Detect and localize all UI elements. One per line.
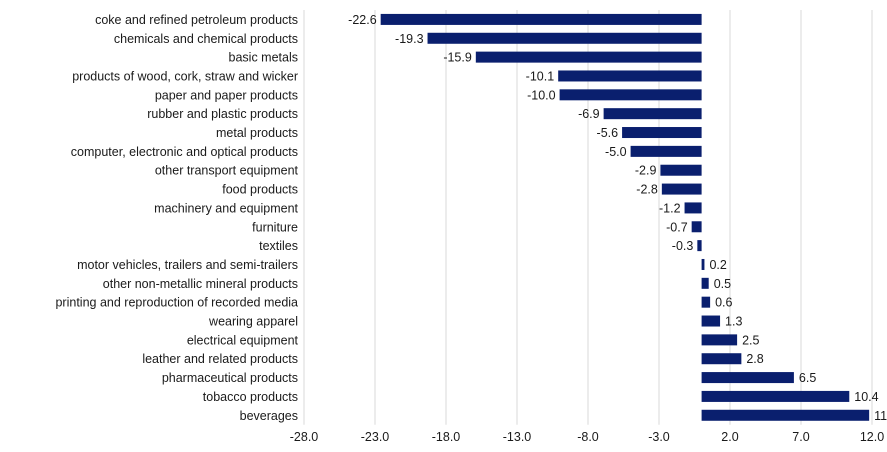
x-tick-label: -18.0: [432, 430, 461, 444]
data-label: 6.5: [799, 371, 816, 385]
data-label: 0.5: [714, 277, 731, 291]
x-tick-label: -3.0: [648, 430, 670, 444]
bar: [701, 390, 850, 402]
bar: [660, 164, 702, 176]
category-label: food products: [222, 183, 298, 197]
bar: [427, 32, 702, 44]
category-label: computer, electronic and optical product…: [71, 145, 298, 159]
x-tick-label: -13.0: [503, 430, 532, 444]
category-label: products of wood, cork, straw and wicker: [72, 69, 298, 83]
bar: [684, 202, 702, 214]
data-label: 0.2: [709, 258, 726, 272]
x-tick-label: 7.0: [792, 430, 809, 444]
data-label: -5.6: [597, 126, 619, 140]
bar: [691, 221, 702, 233]
data-label: -0.3: [672, 239, 694, 253]
category-label: other non-metallic mineral products: [103, 277, 298, 291]
bar: [558, 70, 702, 82]
data-label: 11.8: [874, 409, 887, 423]
category-label: beverages: [240, 409, 298, 423]
data-label: -1.2: [659, 201, 681, 215]
data-label: 0.6: [715, 296, 732, 310]
data-label: -10.0: [527, 88, 556, 102]
category-label: pharmaceutical products: [162, 371, 298, 385]
data-label: -19.3: [395, 32, 424, 46]
bar: [701, 353, 742, 365]
bar: [380, 13, 702, 25]
bar: [701, 372, 794, 384]
x-tick-label: -8.0: [577, 430, 599, 444]
x-tick-label: 12.0: [860, 430, 884, 444]
category-label: leather and related products: [142, 352, 298, 366]
data-label: -2.9: [635, 164, 657, 178]
category-labels: coke and refined petroleum products chemi…: [55, 13, 298, 423]
x-axis-ticks: -28.0 -23.0 -18.0 -13.0 -8.0 -3.0 2.0 7.0 12.0: [290, 430, 884, 444]
bar: [475, 51, 702, 63]
bar: [701, 258, 705, 270]
x-tick-label: -23.0: [361, 430, 390, 444]
category-label: motor vehicles, trailers and semi-traile…: [77, 258, 298, 272]
category-label: paper and paper products: [155, 88, 298, 102]
bar: [701, 334, 738, 346]
category-label: coke and refined petroleum products: [95, 13, 298, 27]
data-label: -5.0: [605, 145, 627, 159]
data-label: -6.9: [578, 107, 600, 121]
category-label: machinery and equipment: [154, 201, 298, 215]
bar: [701, 315, 721, 327]
category-label: wearing apparel: [208, 315, 298, 329]
data-label: -2.8: [636, 183, 658, 197]
x-tick-label: 2.0: [721, 430, 738, 444]
data-label: 1.3: [725, 315, 742, 329]
category-label: rubber and plastic products: [147, 107, 298, 121]
category-label: printing and reproduction of recorded me…: [55, 296, 298, 310]
category-label: basic metals: [229, 51, 298, 65]
category-label: tobacco products: [203, 390, 298, 404]
data-label: -22.6: [348, 13, 377, 27]
value-labels: -22.6 -19.3 -15.9 -10.1 -10.0 -6.9 -5.6 -5.0 -2.…: [348, 13, 887, 423]
x-tick-label: -28.0: [290, 430, 319, 444]
category-label: textiles: [259, 239, 298, 253]
bar: [661, 183, 702, 195]
category-label: other transport equipment: [155, 164, 299, 178]
bar: [701, 277, 709, 289]
data-label: -10.1: [526, 69, 555, 83]
category-label: furniture: [252, 220, 298, 234]
data-label: -15.9: [443, 51, 472, 65]
category-label: chemicals and chemical products: [114, 32, 298, 46]
bar: [622, 127, 702, 139]
data-label: 2.8: [746, 352, 763, 366]
data-label: -0.7: [666, 220, 688, 234]
bar: [559, 89, 702, 101]
bar: [630, 145, 702, 157]
bar: [701, 296, 711, 308]
bar: [603, 108, 702, 120]
bar: [701, 409, 870, 421]
data-label: 10.4: [854, 390, 878, 404]
bar: [697, 240, 702, 252]
bars: [380, 13, 870, 421]
data-label: 2.5: [742, 333, 759, 347]
category-label: electrical equipment: [187, 333, 299, 347]
category-label: metal products: [216, 126, 298, 140]
